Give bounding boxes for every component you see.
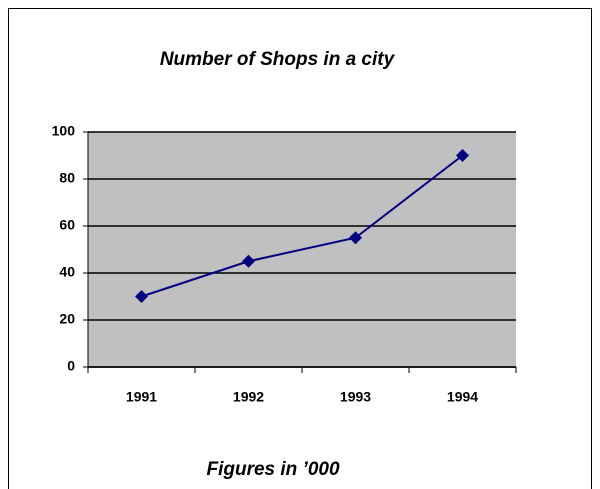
y-tick-label: 100 [52,123,76,139]
chart-title: Number of Shops in a city [160,49,396,70]
data-marker [135,290,148,303]
data-line [141,154,464,298]
x-tick-label: 1993 [340,389,371,405]
x-tick-label: 1992 [233,389,264,405]
data-marker [349,231,362,245]
data-marker [456,149,469,162]
x-tick-label: 1991 [126,389,157,405]
y-tick-label: 0 [67,358,75,374]
y-tick-label: 80 [59,170,75,186]
x-tick-label: 1994 [447,389,478,405]
x-axis-label: Figures in ’000 [206,459,339,480]
data-marker [242,254,255,268]
y-tick-label: 40 [59,264,75,280]
y-tick-label: 20 [59,311,75,327]
y-tick-label: 60 [59,217,75,233]
